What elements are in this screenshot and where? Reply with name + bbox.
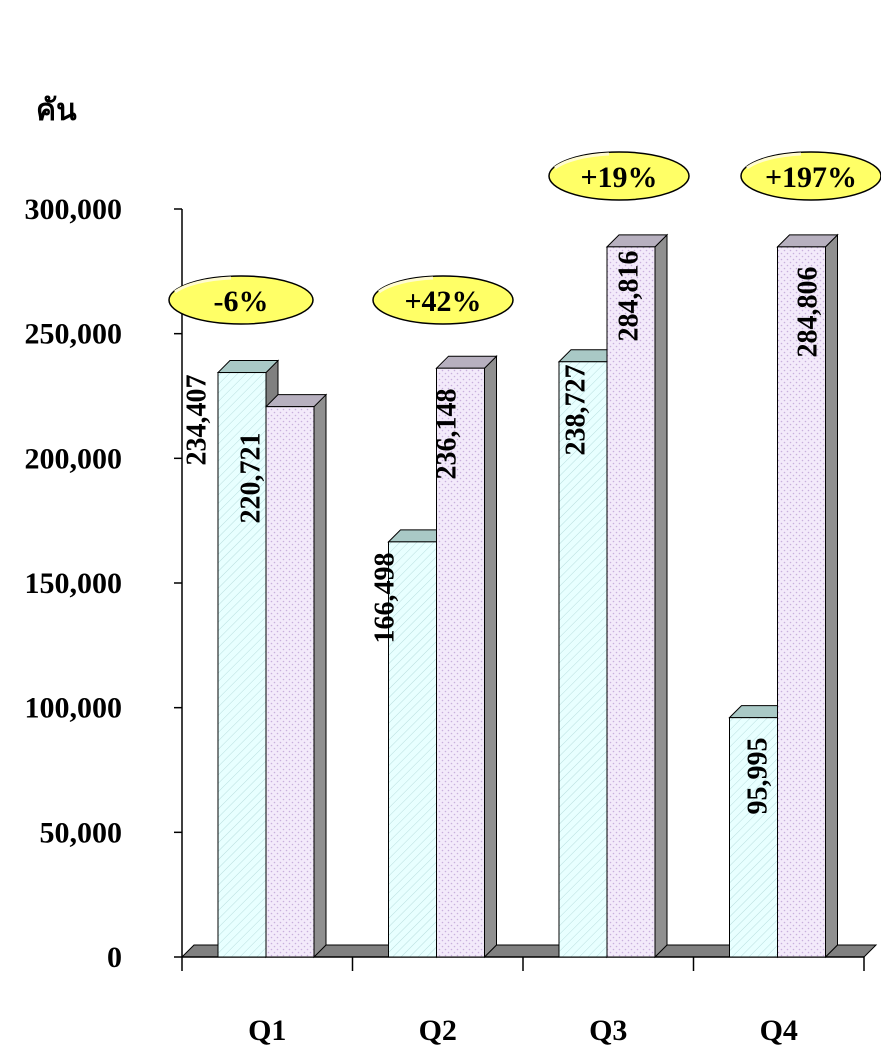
labels: Q1 Q2 Q3 Q4 234,407 220,721 166,498 236,148 238,…	[168, 151, 881, 1047]
bar-side	[654, 233, 668, 959]
bar-value-label: 236,148	[431, 389, 462, 480]
x-category-label: Q4	[760, 1014, 798, 1047]
bar-value-label: 166,498	[369, 553, 400, 644]
bar-value-label: 220,721	[235, 433, 266, 524]
bar-q3-series-2	[606, 246, 656, 958]
bar-q2-series-2	[436, 367, 485, 958]
change-badge-label: +19%	[580, 161, 657, 194]
bar-q2-series-1	[388, 541, 437, 958]
change-badge-highlight	[174, 276, 232, 294]
bar-side	[825, 233, 838, 959]
x-category-label: Q1	[248, 1014, 286, 1047]
change-badge-highlight	[554, 152, 610, 170]
y-tick-label: 300,000	[25, 193, 123, 226]
change-badge	[372, 275, 514, 325]
bar-side	[484, 354, 497, 959]
change-badge-label: +42%	[404, 285, 481, 318]
change-badge-highlight	[746, 152, 802, 170]
y-unit-label: คัน	[36, 93, 77, 128]
change-badge-label: -6%	[214, 285, 269, 318]
x-category-label: Q3	[589, 1014, 627, 1047]
y-tick-label: 50,000	[40, 816, 123, 849]
y-tick-label: 100,000	[25, 692, 123, 725]
bars	[216, 233, 839, 959]
change-badge	[740, 151, 881, 201]
bar-side	[313, 393, 327, 959]
change-badge-highlight	[378, 276, 434, 294]
y-tick-label: 150,000	[25, 567, 123, 600]
bar-value-label: 284,806	[792, 267, 823, 358]
bar-q4-series-2	[777, 246, 826, 958]
x-category-label: Q2	[419, 1014, 457, 1047]
y-tick-label: 200,000	[25, 442, 123, 475]
bar-value-label: 234,407	[181, 375, 212, 466]
change-badge	[168, 275, 314, 325]
y-tick-label: 250,000	[25, 318, 123, 351]
bar-value-label: 238,727	[560, 365, 591, 456]
bar-q4-series-1	[729, 717, 778, 958]
change-badge	[548, 151, 690, 201]
bar-q1-series-1	[217, 372, 267, 958]
y-tick-label: 0	[107, 941, 122, 974]
bar-value-label: 95,995	[742, 738, 773, 815]
bar-value-label: 284,816	[613, 251, 644, 342]
change-badge-label: +197%	[765, 161, 857, 194]
bar-q3-series-1	[558, 361, 608, 958]
bar-q1-series-2	[265, 406, 315, 958]
